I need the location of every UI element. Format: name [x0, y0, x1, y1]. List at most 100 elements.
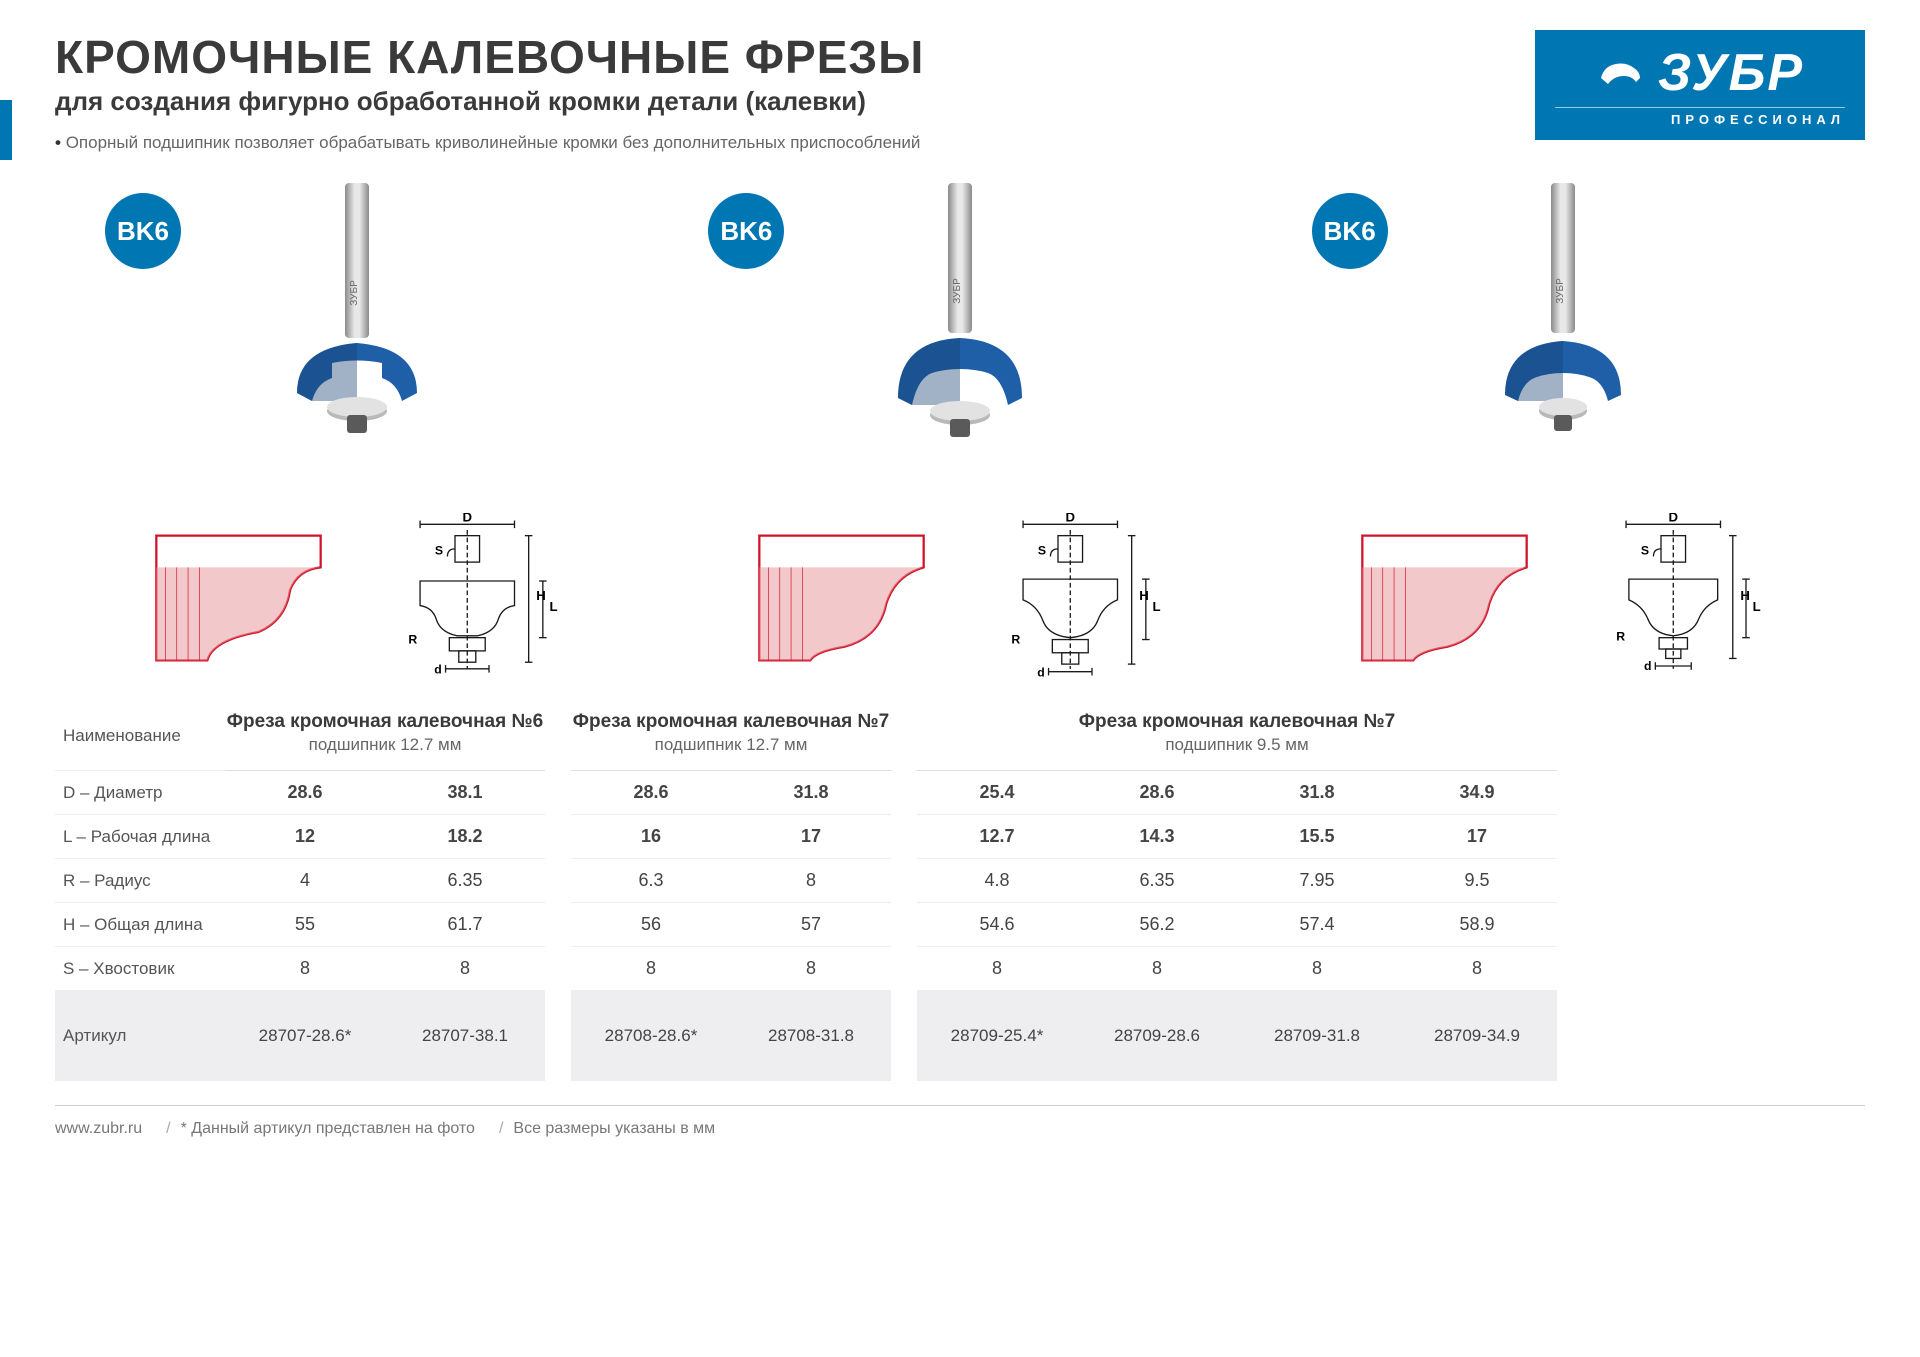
- table-groups: Фреза кромочная калевочная №6подшипник 1…: [225, 701, 1865, 1081]
- table-cell: 14.3: [1077, 815, 1237, 859]
- table-cell: 28.6: [571, 771, 731, 815]
- diagrams-row: D S H L R d: [55, 503, 1865, 693]
- table-cell: 25.4: [917, 771, 1077, 815]
- table-cell: 38.1: [385, 771, 545, 815]
- table-row: 88: [225, 947, 545, 991]
- table-cell: 8: [731, 947, 891, 991]
- group-title: Фреза кромочная калевочная №6: [225, 711, 545, 733]
- svg-text:H: H: [536, 588, 546, 603]
- label-r: R – Радиус: [55, 859, 225, 903]
- svg-text:ЗУБР: ЗУБР: [952, 278, 963, 304]
- label-h: H – Общая длина: [55, 903, 225, 947]
- table-cell: 6.35: [385, 859, 545, 903]
- label-l: L – Рабочая длина: [55, 815, 225, 859]
- svg-text:R: R: [1011, 632, 1020, 646]
- table-cell: 7.95: [1237, 859, 1397, 903]
- table-row: 25.428.631.834.9: [917, 771, 1557, 815]
- group-sub: подшипник 12.7 мм: [571, 735, 891, 755]
- footer-site: www.zubr.ru: [55, 1120, 142, 1138]
- table-cell: 18.2: [385, 815, 545, 859]
- table-cell: 55: [225, 903, 385, 947]
- product-3: BK6 ЗУБР: [1262, 173, 1865, 493]
- row-labels: Наименование D – Диаметр L – Рабочая дли…: [55, 701, 225, 1081]
- footer: www.zubr.ru * Данный артикул представлен…: [55, 1105, 1865, 1138]
- table-row: 88: [571, 947, 891, 991]
- table-cell: 12.7: [917, 815, 1077, 859]
- bullet-note: Опорный подшипник позволяет обрабатывать…: [55, 133, 1535, 153]
- article-cell: 28708-31.8: [731, 991, 891, 1081]
- table-cell: 4.8: [917, 859, 1077, 903]
- svg-text:L: L: [1152, 599, 1160, 614]
- router-bit-2: ЗУБР: [860, 183, 1060, 483]
- table-row: 46.35: [225, 859, 545, 903]
- page-subtitle: для создания фигурно обработанной кромки…: [55, 86, 1535, 117]
- group-title: Фреза кромочная калевочная №7: [571, 711, 891, 733]
- label-d: D – Диаметр: [55, 771, 225, 815]
- table-cell: 9.5: [1397, 859, 1557, 903]
- table-cell: 6.3: [571, 859, 731, 903]
- bison-icon: [1596, 48, 1646, 98]
- group-header: Фреза кромочная калевочная №6подшипник 1…: [225, 701, 545, 771]
- profile-sketch: [745, 513, 955, 683]
- router-bit-1: ЗУБР: [257, 183, 457, 483]
- svg-text:H: H: [1139, 588, 1149, 603]
- label-s: S – Хвостовик: [55, 947, 225, 991]
- profile-sketch: [1348, 513, 1558, 683]
- article-row: 28707-28.6*28707-38.1: [225, 991, 545, 1081]
- table-cell: 8: [1397, 947, 1557, 991]
- table-group: Фреза кромочная калевочная №7подшипник 1…: [571, 701, 891, 1081]
- table-row: 5561.7: [225, 903, 545, 947]
- product-1: BK6 ЗУБР: [55, 173, 658, 493]
- diagram-1: D S H L R d: [55, 503, 658, 693]
- article-cell: 28709-31.8: [1237, 991, 1397, 1081]
- table-cell: 8: [917, 947, 1077, 991]
- table-cell: 57: [731, 903, 891, 947]
- router-bit-3: ЗУБР: [1463, 183, 1663, 483]
- article-cell: 28707-38.1: [385, 991, 545, 1081]
- table-row: 54.656.257.458.9: [917, 903, 1557, 947]
- bk6-badge: BK6: [708, 193, 784, 269]
- table-row: 28.638.1: [225, 771, 545, 815]
- svg-text:L: L: [549, 599, 557, 614]
- svg-text:ЗУБР: ЗУБР: [349, 280, 360, 306]
- group-header: Фреза кромочная калевочная №7подшипник 9…: [917, 701, 1557, 771]
- table-cell: 56.2: [1077, 903, 1237, 947]
- table-cell: 15.5: [1237, 815, 1397, 859]
- table-cell: 31.8: [1237, 771, 1397, 815]
- header: КРОМОЧНЫЕ КАЛЕВОЧНЫЕ ФРЕЗЫ для создания …: [55, 30, 1865, 153]
- table-cell: 8: [731, 859, 891, 903]
- svg-text:d: d: [434, 663, 442, 677]
- table-row: 6.38: [571, 859, 891, 903]
- logo-sub: ПРОФЕССИОНАЛ: [1555, 107, 1845, 127]
- table-group: Фреза кромочная калевочная №7подшипник 9…: [917, 701, 1557, 1081]
- svg-text:d: d: [1037, 665, 1045, 679]
- svg-text:R: R: [1617, 630, 1626, 644]
- svg-text:ЗУБР: ЗУБР: [1555, 278, 1566, 304]
- svg-text:S: S: [1641, 544, 1649, 558]
- svg-text:L: L: [1753, 599, 1761, 614]
- table-cell: 17: [1397, 815, 1557, 859]
- group-sub: подшипник 12.7 мм: [225, 735, 545, 755]
- svg-text:R: R: [408, 632, 417, 646]
- label-art: Артикул: [55, 991, 225, 1081]
- spec-table: Наименование D – Диаметр L – Рабочая дли…: [55, 701, 1865, 1081]
- table-cell: 8: [1077, 947, 1237, 991]
- article-cell: 28709-28.6: [1077, 991, 1237, 1081]
- bk6-badge: BK6: [105, 193, 181, 269]
- profile-sketch: [142, 513, 352, 683]
- table-row: 4.86.357.959.5: [917, 859, 1557, 903]
- table-cell: 57.4: [1237, 903, 1397, 947]
- dimension-sketch: D S H L R d: [372, 513, 572, 683]
- table-cell: 28.6: [1077, 771, 1237, 815]
- table-cell: 8: [571, 947, 731, 991]
- diagram-3: D S H L R d: [1262, 503, 1865, 693]
- table-cell: 17: [731, 815, 891, 859]
- dimension-sketch: D S H L R d: [975, 513, 1175, 683]
- article-cell: 28709-34.9: [1397, 991, 1557, 1081]
- brand-logo: ЗУБР ПРОФЕССИОНАЛ: [1535, 30, 1865, 140]
- table-cell: 28.6: [225, 771, 385, 815]
- table-row: 12.714.315.517: [917, 815, 1557, 859]
- table-cell: 8: [385, 947, 545, 991]
- table-cell: 61.7: [385, 903, 545, 947]
- table-cell: 12: [225, 815, 385, 859]
